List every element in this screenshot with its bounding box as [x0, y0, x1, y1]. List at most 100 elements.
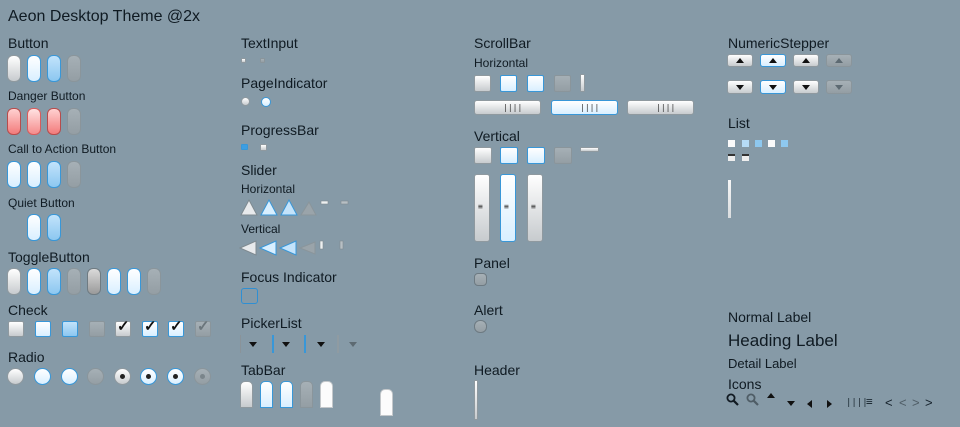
- check-down[interactable]: [62, 321, 78, 337]
- text-input-enabled[interactable]: [241, 58, 246, 63]
- detail-label: Detail Label: [728, 356, 797, 371]
- stepper-increment-hover[interactable]: [760, 54, 786, 67]
- horizontal-grip-icon: ||||: [656, 103, 676, 112]
- quiet-button-hover[interactable]: [27, 214, 41, 241]
- tab-down[interactable]: [280, 381, 293, 408]
- radio-selected-up[interactable]: [114, 368, 131, 385]
- check-selected-disabled: ✓: [195, 318, 211, 337]
- slider-thumb-hover: [258, 240, 277, 256]
- section-label-alert: Alert: [474, 302, 503, 318]
- tab-selected-extended[interactable]: [380, 389, 393, 416]
- section-label-slider-horizontal: Horizontal: [241, 182, 296, 196]
- scroll-horizontal-button-down[interactable]: [527, 75, 544, 92]
- radio-selected-down[interactable]: [167, 368, 184, 385]
- stepper-increment-up[interactable]: [727, 54, 753, 67]
- list-item-selected-hover[interactable]: [781, 140, 788, 147]
- button-down[interactable]: [47, 55, 61, 82]
- stepper-increment-down[interactable]: [793, 54, 819, 67]
- scroll-vertical-button-down[interactable]: [527, 147, 545, 164]
- scroll-horizontal-thumb-hover[interactable]: ||||: [551, 100, 618, 115]
- focus-indicator: [241, 288, 258, 304]
- slider-horizontal-thumbs[interactable]: [240, 197, 355, 217]
- caret-up-icon: [769, 58, 777, 63]
- section-label-text-input: TextInput: [241, 35, 298, 51]
- check-selected-down[interactable]: ✓: [168, 318, 184, 337]
- caret-down-icon: [802, 85, 810, 90]
- radio-down[interactable]: [61, 368, 78, 385]
- danger-button-hover[interactable]: [27, 108, 41, 135]
- scroll-horizontal-track[interactable]: [580, 74, 585, 92]
- forward-icon: >: [925, 395, 933, 410]
- list-header-hover[interactable]: [742, 154, 749, 161]
- panel-background: [474, 273, 487, 286]
- cta-button-down[interactable]: [47, 161, 61, 188]
- scroll-vertical-track[interactable]: [580, 147, 599, 152]
- slider-thumb-down: [280, 198, 298, 216]
- toggle-button-selected-up[interactable]: [87, 268, 101, 295]
- list-item-hover[interactable]: [742, 140, 749, 147]
- slider-thumb-up: [239, 240, 257, 256]
- picker-list-disabled: [337, 335, 361, 353]
- check-hover[interactable]: [35, 321, 51, 337]
- check-up[interactable]: [8, 321, 24, 337]
- button-hover[interactable]: [27, 55, 41, 82]
- radio-selected-hover[interactable]: [140, 368, 157, 385]
- scroll-vertical-thumb-down[interactable]: ≡: [527, 174, 543, 242]
- slider-track-maximum: [339, 240, 344, 250]
- list-header-up[interactable]: [728, 154, 735, 161]
- check-selected-hover[interactable]: ✓: [142, 318, 158, 337]
- toggle-button-selected-hover[interactable]: [107, 268, 121, 295]
- toggle-button-down[interactable]: [47, 268, 61, 295]
- scroll-vertical-button-hover[interactable]: [500, 147, 518, 164]
- scroll-vertical-button-up[interactable]: [474, 147, 492, 164]
- vertical-grip-icon: ≡: [478, 202, 483, 211]
- tab-selected[interactable]: [320, 381, 333, 408]
- radio-hover[interactable]: [34, 368, 51, 385]
- stepper-decrement-down[interactable]: [793, 80, 819, 94]
- scroll-vertical-thumb-up[interactable]: ≡: [474, 174, 490, 242]
- toggle-button-hover[interactable]: [27, 268, 41, 295]
- caret-up-icon: [835, 58, 843, 63]
- toggle-button-selected-down[interactable]: [127, 268, 141, 295]
- heading-label: Heading Label: [728, 331, 838, 350]
- radio-up[interactable]: [7, 368, 24, 385]
- scroll-vertical-thumb-hover[interactable]: ≡: [500, 174, 516, 242]
- picker-list-up[interactable]: [240, 335, 260, 353]
- scroll-horizontal-button-hover[interactable]: [500, 75, 517, 92]
- check-selected-up[interactable]: ✓: [115, 318, 131, 337]
- page-indicator-normal[interactable]: [241, 97, 250, 106]
- normal-label: Normal Label: [728, 309, 812, 325]
- picker-list-hover[interactable]: [272, 335, 292, 353]
- toggle-button-disabled: [67, 268, 81, 295]
- list-item-selected[interactable]: [768, 140, 775, 147]
- tab-hover[interactable]: [260, 381, 273, 408]
- caret-down-icon: [317, 342, 325, 347]
- radio-dot-icon: [120, 374, 125, 379]
- cta-button-up[interactable]: [7, 161, 21, 188]
- list-scroll-thumb[interactable]: [728, 180, 731, 218]
- button-up[interactable]: [7, 55, 21, 82]
- danger-button-up[interactable]: [7, 108, 21, 135]
- radio-dot-icon: [173, 374, 178, 379]
- scroll-horizontal-thumb-up[interactable]: ||||: [474, 100, 541, 115]
- caret-up-icon: [767, 393, 775, 398]
- cta-button-hover[interactable]: [27, 161, 41, 188]
- page-indicator-selected[interactable]: [261, 97, 271, 107]
- radio-disabled: [87, 368, 104, 385]
- page-title: Aeon Desktop Theme @2x: [8, 8, 201, 25]
- section-label-quiet-button: Quiet Button: [8, 196, 75, 210]
- list-item-down[interactable]: [755, 140, 762, 147]
- list-item-up[interactable]: [728, 140, 735, 147]
- tab-up[interactable]: [240, 381, 253, 408]
- scroll-horizontal-button-up[interactable]: [474, 75, 491, 92]
- stepper-decrement-up[interactable]: [727, 80, 753, 94]
- picker-list-down[interactable]: [304, 335, 325, 353]
- scroll-horizontal-thumb-down[interactable]: ||||: [627, 100, 694, 115]
- slider-vertical-thumbs[interactable]: [239, 238, 349, 258]
- quiet-button-down[interactable]: [47, 214, 61, 241]
- stepper-decrement-hover[interactable]: [760, 80, 786, 94]
- danger-button-down[interactable]: [47, 108, 61, 135]
- back-disabled-icon: <: [899, 395, 907, 410]
- toggle-button-up[interactable]: [7, 268, 21, 295]
- forward-disabled-icon: >: [912, 395, 920, 410]
